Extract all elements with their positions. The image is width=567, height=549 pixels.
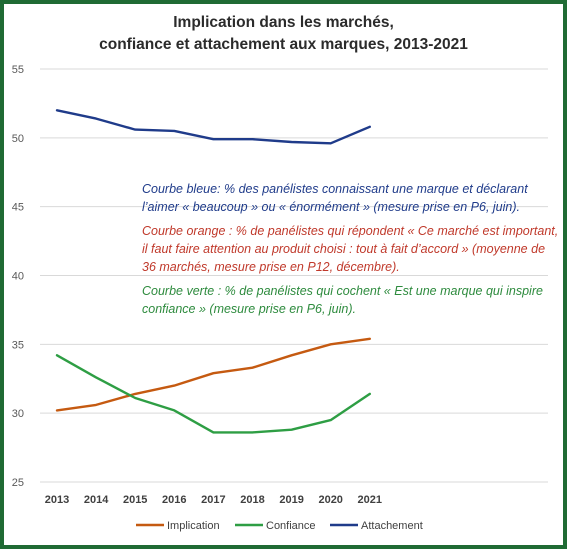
note-orange-curve: Courbe orange : % de panélistes qui répo…: [142, 224, 559, 274]
y-tick-label: 50: [12, 133, 24, 145]
x-tick-label: 2015: [123, 494, 147, 506]
x-tick-label: 2021: [358, 494, 382, 506]
gridlines: [40, 68, 548, 483]
x-tick-label: 2019: [279, 494, 303, 506]
x-axis-ticks: 2013 2014 2015 2016 2017 2018 2019 2020 2021: [45, 494, 382, 506]
title-line-2: confiance et attachement aux marques, 20…: [99, 36, 468, 53]
y-axis-ticks: 25 30 35 40 45 50 55: [12, 64, 24, 489]
title-line-1: Implication dans les marchés,: [173, 14, 394, 31]
legend-label-attachement: Attachement: [361, 520, 423, 532]
x-tick-label: 2016: [162, 494, 186, 506]
x-tick-label: 2017: [201, 494, 225, 506]
note-green-curve: Courbe verte : % de panélistes qui coche…: [142, 284, 543, 316]
x-tick-label: 2020: [318, 494, 342, 506]
x-tick-label: 2013: [45, 494, 69, 506]
series-line-confiance: [55, 354, 371, 434]
series-lines: [55, 109, 371, 434]
chart-title: Implication dans les marchés, confiance …: [0, 12, 567, 56]
x-tick-label: 2014: [84, 494, 109, 506]
x-tick-label: 2018: [240, 494, 264, 506]
series-line-implication: [55, 337, 371, 412]
note-blue-curve: Courbe bleue: % des panélistes connaissa…: [142, 182, 528, 214]
y-tick-label: 45: [12, 202, 24, 214]
y-tick-label: 30: [12, 408, 24, 420]
legend-label-confiance: Confiance: [266, 520, 316, 532]
y-tick-label: 25: [12, 477, 24, 489]
y-tick-label: 40: [12, 271, 24, 283]
y-tick-label: 55: [12, 64, 24, 76]
series-line-attachement: [55, 109, 371, 145]
legend-label-implication: Implication: [167, 520, 220, 532]
y-tick-label: 35: [12, 339, 24, 351]
legend: Implication Confiance Attachement: [136, 520, 423, 532]
